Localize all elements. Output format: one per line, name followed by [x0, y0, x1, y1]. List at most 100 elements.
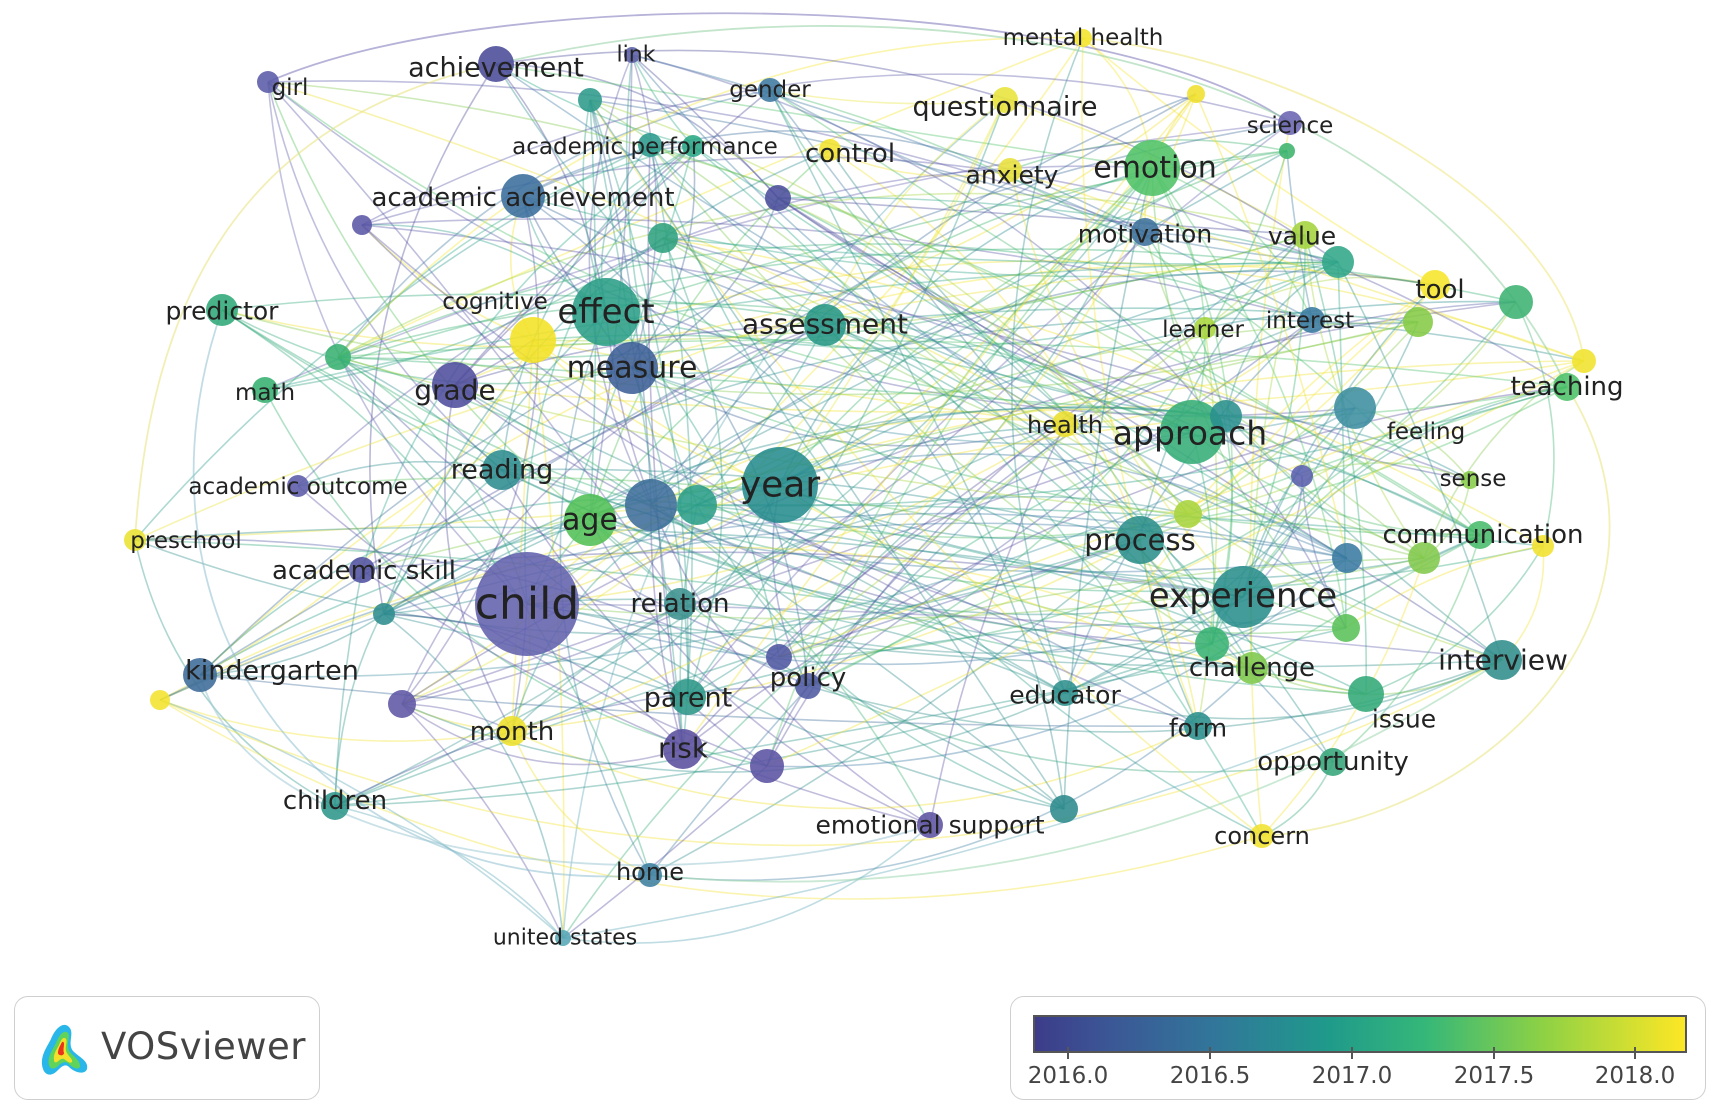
keyword-node-link[interactable]	[624, 47, 640, 63]
link-edge	[526, 93, 1197, 605]
keyword-node-home[interactable]	[638, 863, 662, 887]
keyword-node-interview[interactable]	[1482, 640, 1522, 680]
keyword-node-academic-achievement[interactable]	[501, 174, 545, 218]
link-edge	[1151, 167, 1206, 433]
keyword-node[interactable]	[1210, 400, 1242, 432]
keyword-node-anxiety[interactable]	[998, 158, 1022, 182]
keyword-node[interactable]	[1187, 85, 1205, 103]
link-edge	[1242, 284, 1436, 598]
keyword-node-grade[interactable]	[432, 362, 478, 408]
keyword-node-age[interactable]	[564, 494, 616, 546]
keyword-node-united-states[interactable]	[555, 930, 571, 946]
link-edge	[134, 144, 651, 541]
keyword-node-effect[interactable]	[572, 278, 640, 346]
keyword-node[interactable]	[352, 215, 372, 235]
keyword-label: kindergarten	[185, 656, 359, 687]
keyword-node-opportunity[interactable]	[1319, 748, 1347, 776]
link-edge	[769, 89, 1193, 433]
keyword-node-achievement[interactable]	[478, 46, 514, 82]
keyword-node[interactable]	[1499, 285, 1533, 319]
keyword-node-experience[interactable]	[1212, 566, 1274, 628]
keyword-node[interactable]	[1332, 614, 1360, 642]
keyword-node[interactable]	[1291, 465, 1313, 487]
keyword-node[interactable]	[1332, 543, 1362, 573]
keyword-node-motivation[interactable]	[1131, 218, 1159, 246]
keyword-node-control[interactable]	[819, 139, 841, 161]
link-edge	[778, 431, 1193, 658]
link-edge	[501, 469, 1066, 694]
keyword-node-questionnaire[interactable]	[992, 87, 1018, 113]
keyword-node[interactable]	[1174, 500, 1202, 528]
keyword-node-educator[interactable]	[1052, 680, 1078, 706]
keyword-node-cognitive[interactable]	[510, 317, 556, 363]
keyword-node-approach[interactable]	[1160, 400, 1224, 464]
keyword-node[interactable]	[766, 644, 792, 670]
keyword-node-interest[interactable]	[1299, 307, 1325, 333]
keyword-node[interactable]	[750, 749, 784, 783]
keyword-node-month[interactable]	[497, 716, 527, 746]
keyword-node-teaching[interactable]	[1553, 373, 1581, 401]
keyword-node-gender[interactable]	[758, 78, 782, 102]
keyword-node-feeling[interactable]	[1334, 387, 1376, 429]
keyword-node[interactable]	[1195, 627, 1229, 661]
keyword-node[interactable]	[682, 135, 704, 157]
keyword-node-tool[interactable]	[1420, 270, 1450, 300]
keyword-node-science[interactable]	[1278, 111, 1302, 135]
keyword-node-sense[interactable]	[1461, 471, 1479, 489]
keyword-node-predictor[interactable]	[206, 294, 238, 326]
link-edge	[401, 231, 1146, 705]
keyword-node-girl[interactable]	[257, 71, 279, 93]
keyword-label: motivation	[1078, 220, 1212, 249]
keyword-node-preschool[interactable]	[124, 529, 146, 551]
keyword-node-academic-skill[interactable]	[349, 557, 375, 583]
keyword-node[interactable]	[625, 479, 677, 531]
keyword-node-relation[interactable]	[664, 588, 696, 620]
keyword-node-reading[interactable]	[482, 450, 522, 490]
keyword-node-challenge[interactable]	[1236, 652, 1268, 684]
keyword-node-emotion[interactable]	[1124, 140, 1180, 196]
keyword-node[interactable]	[1572, 349, 1596, 373]
link-edge	[662, 237, 1213, 645]
keyword-node[interactable]	[677, 485, 717, 525]
keyword-node-concern[interactable]	[1250, 824, 1274, 848]
keyword-node-communication[interactable]	[1466, 521, 1494, 549]
keyword-node-children[interactable]	[321, 792, 349, 820]
keyword-node-health[interactable]	[1052, 411, 1078, 437]
keyword-node-academic-performance[interactable]	[638, 133, 662, 157]
keyword-node-year[interactable]	[742, 447, 818, 523]
keyword-node-mental-health[interactable]	[1074, 29, 1092, 47]
keyword-node[interactable]	[1279, 143, 1295, 159]
keyword-node-risk[interactable]	[663, 729, 703, 769]
keyword-node[interactable]	[1322, 246, 1354, 278]
keyword-node-form[interactable]	[1184, 712, 1212, 740]
keyword-node-parent[interactable]	[670, 679, 706, 715]
link-edge	[267, 81, 503, 471]
keyword-node-measure[interactable]	[606, 342, 658, 394]
keyword-node[interactable]	[1403, 307, 1433, 337]
keyword-node-value[interactable]	[1291, 221, 1319, 249]
keyword-node[interactable]	[1050, 795, 1078, 823]
keyword-node-assessment[interactable]	[804, 304, 846, 346]
keyword-node[interactable]	[1408, 542, 1440, 574]
keyword-node[interactable]	[648, 223, 678, 253]
keyword-node-academic-outcome[interactable]	[287, 475, 309, 497]
keyword-node-child[interactable]	[475, 552, 579, 656]
keyword-node[interactable]	[578, 88, 602, 112]
keyword-node-kindergarten[interactable]	[183, 658, 217, 692]
keyword-node-math[interactable]	[252, 377, 278, 403]
keyword-node-policy[interactable]	[795, 673, 821, 699]
keyword-node[interactable]	[150, 690, 170, 710]
keyword-node-issue[interactable]	[1348, 676, 1384, 712]
link-edge	[1064, 284, 1436, 694]
keyword-node-learner[interactable]	[1194, 317, 1216, 339]
vosviewer-density-icon	[41, 1024, 88, 1075]
keyword-node-emotional-support[interactable]	[917, 812, 943, 838]
keyword-node[interactable]	[373, 603, 395, 625]
keyword-node[interactable]	[1532, 535, 1554, 557]
keyword-node[interactable]	[325, 344, 351, 370]
keyword-node-process[interactable]	[1116, 516, 1164, 564]
keyword-node[interactable]	[388, 690, 416, 718]
keyword-node[interactable]	[765, 185, 791, 211]
keyword-label: math	[235, 380, 295, 406]
link-edge	[522, 195, 809, 687]
